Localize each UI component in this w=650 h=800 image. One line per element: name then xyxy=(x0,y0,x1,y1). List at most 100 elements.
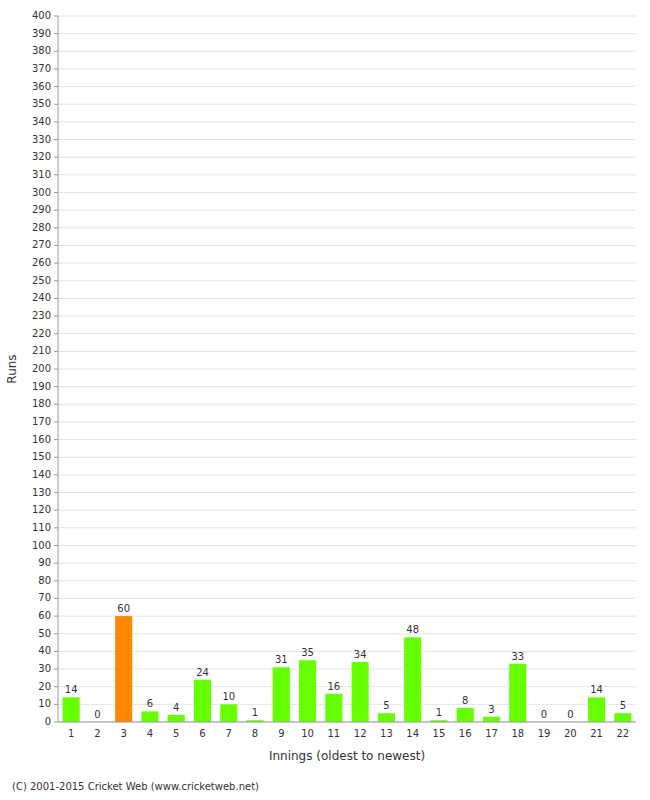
tick-label: 230 xyxy=(32,310,51,321)
tick-label: 20 xyxy=(564,728,577,739)
grid-line xyxy=(58,616,636,617)
grid-line xyxy=(58,527,636,528)
tick-mark xyxy=(54,386,58,387)
tick-mark xyxy=(54,457,58,458)
tick-label: 220 xyxy=(32,328,51,339)
bar xyxy=(220,704,237,722)
tick-label: 330 xyxy=(32,134,51,145)
grid-line xyxy=(58,16,636,17)
tick-mark xyxy=(54,439,58,440)
data-label: 31 xyxy=(275,654,288,665)
tick-mark xyxy=(54,598,58,599)
tick-label: 150 xyxy=(32,451,51,462)
data-label: 3 xyxy=(488,704,494,715)
grid-line xyxy=(58,298,636,299)
grid-line xyxy=(58,474,636,475)
tick-label: 13 xyxy=(380,728,393,739)
bar xyxy=(325,694,342,722)
grid-line xyxy=(58,51,636,52)
grid-line xyxy=(58,457,636,458)
tick-mark xyxy=(54,580,58,581)
tick-mark xyxy=(54,474,58,475)
tick-label: 130 xyxy=(32,487,51,498)
data-label: 10 xyxy=(222,691,235,702)
data-label: 60 xyxy=(117,603,130,614)
tick-label: 4 xyxy=(147,728,153,739)
tick-label: 380 xyxy=(32,45,51,56)
tick-label: 320 xyxy=(32,151,51,162)
bar xyxy=(168,715,185,722)
grid-line xyxy=(58,86,636,87)
tick-mark xyxy=(54,316,58,317)
data-label: 16 xyxy=(327,681,340,692)
data-label: 6 xyxy=(147,698,153,709)
tick-label: 390 xyxy=(32,28,51,39)
tick-mark xyxy=(54,404,58,405)
y-axis: 0102030405060708090100110120130140150160… xyxy=(32,10,636,727)
grid-line xyxy=(58,333,636,334)
tick-mark xyxy=(54,139,58,140)
tick-label: 300 xyxy=(32,187,51,198)
y-axis-line xyxy=(58,16,59,722)
tick-mark xyxy=(54,298,58,299)
tick-label: 280 xyxy=(32,222,51,233)
tick-label: 11 xyxy=(327,728,340,739)
data-label: 0 xyxy=(94,709,100,720)
data-label: 5 xyxy=(620,700,626,711)
grid-line xyxy=(58,404,636,405)
tick-label: 190 xyxy=(32,381,51,392)
bar xyxy=(509,664,526,722)
tick-label: 170 xyxy=(32,416,51,427)
grid-line xyxy=(58,227,636,228)
tick-label: 9 xyxy=(278,728,284,739)
grid-line xyxy=(58,245,636,246)
grid-line xyxy=(58,510,636,511)
tick-label: 180 xyxy=(32,398,51,409)
grid-line xyxy=(58,192,636,193)
grid-line xyxy=(58,33,636,34)
tick-mark xyxy=(54,121,58,122)
tick-label: 2 xyxy=(94,728,100,739)
grid-line xyxy=(58,598,636,599)
grid-line xyxy=(58,580,636,581)
bar xyxy=(299,660,316,722)
bar xyxy=(141,711,158,722)
bar xyxy=(404,637,421,722)
data-label: 0 xyxy=(541,709,547,720)
grid-line xyxy=(58,386,636,387)
chart: 0102030405060708090100110120130140150160… xyxy=(0,0,650,800)
tick-mark xyxy=(54,51,58,52)
tick-label: 12 xyxy=(354,728,367,739)
data-label: 24 xyxy=(196,667,209,678)
data-label: 5 xyxy=(383,700,389,711)
tick-label: 360 xyxy=(32,81,51,92)
bar xyxy=(614,713,631,722)
tick-mark xyxy=(54,192,58,193)
grid-line xyxy=(58,139,636,140)
tick-mark xyxy=(54,616,58,617)
grid-line xyxy=(58,104,636,105)
tick-label: 15 xyxy=(433,728,446,739)
tick-mark xyxy=(54,545,58,546)
grid-line xyxy=(58,121,636,122)
bars xyxy=(63,616,632,722)
tick-label: 22 xyxy=(616,728,629,739)
tick-mark xyxy=(54,527,58,528)
data-label: 1 xyxy=(436,707,442,718)
tick-label: 400 xyxy=(32,10,51,21)
tick-label: 110 xyxy=(32,522,51,533)
tick-mark xyxy=(54,686,58,687)
tick-mark xyxy=(54,174,58,175)
grid-line xyxy=(58,633,636,634)
grid-line xyxy=(58,669,636,670)
data-label: 35 xyxy=(301,647,314,658)
tick-label: 10 xyxy=(38,698,51,709)
tick-mark xyxy=(54,510,58,511)
data-labels: 140606424101313516345481833300145 xyxy=(65,603,626,720)
tick-label: 8 xyxy=(252,728,258,739)
grid-line xyxy=(58,545,636,546)
grid-line xyxy=(58,563,636,564)
tick-label: 350 xyxy=(32,98,51,109)
tick-label: 340 xyxy=(32,116,51,127)
tick-label: 40 xyxy=(38,645,51,656)
